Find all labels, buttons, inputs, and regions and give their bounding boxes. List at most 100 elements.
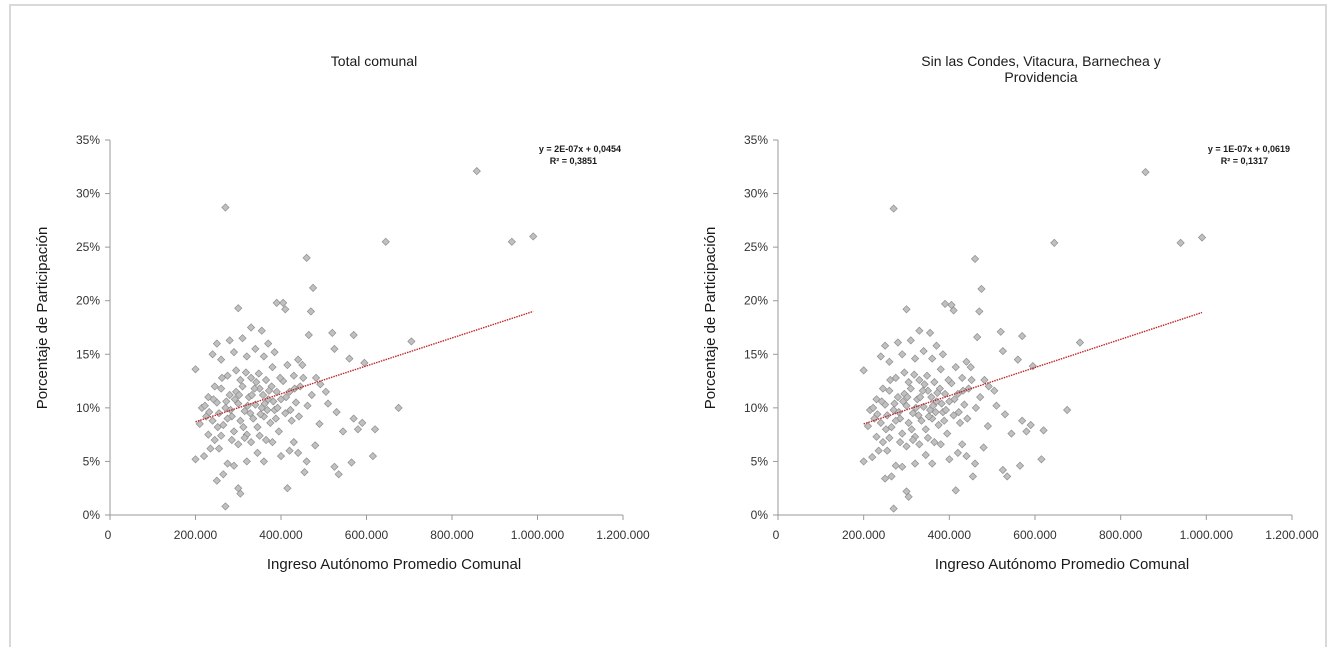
data-point bbox=[306, 307, 316, 316]
data-point bbox=[910, 459, 920, 468]
x-tick-label: 600.000 bbox=[1013, 528, 1057, 542]
data-point bbox=[283, 484, 292, 493]
y-tick-label: 0% bbox=[751, 508, 769, 522]
data-point bbox=[977, 284, 986, 294]
data-point bbox=[949, 411, 958, 420]
data-point bbox=[234, 440, 243, 449]
data-point bbox=[214, 409, 224, 418]
data-point bbox=[906, 384, 915, 393]
data-point bbox=[891, 373, 900, 382]
data-point bbox=[253, 448, 262, 457]
data-point bbox=[891, 461, 900, 470]
data-point bbox=[889, 204, 898, 213]
data-point bbox=[217, 373, 227, 382]
data-point bbox=[221, 203, 230, 212]
data-point bbox=[923, 433, 933, 442]
data-point bbox=[229, 427, 239, 436]
data-point bbox=[1176, 238, 1185, 247]
data-point bbox=[236, 416, 245, 425]
data-point bbox=[230, 395, 239, 404]
data-point bbox=[998, 346, 1007, 356]
data-point bbox=[234, 484, 243, 493]
data-point bbox=[898, 397, 908, 406]
data-point bbox=[271, 414, 280, 423]
data-point bbox=[191, 455, 200, 464]
data-point bbox=[980, 375, 989, 385]
data-point bbox=[873, 410, 882, 419]
data-point bbox=[252, 378, 261, 387]
data-point bbox=[891, 416, 900, 425]
data-point bbox=[281, 305, 290, 314]
data-point bbox=[259, 352, 268, 361]
data-point bbox=[276, 451, 286, 461]
y-tick-label: 10% bbox=[744, 401, 768, 415]
data-point bbox=[944, 375, 953, 385]
data-point bbox=[907, 425, 916, 434]
data-point bbox=[242, 457, 251, 466]
data-point bbox=[307, 390, 316, 400]
data-point bbox=[962, 451, 971, 461]
data-point bbox=[222, 397, 231, 406]
data-point bbox=[204, 393, 213, 402]
y-tick-label: 5% bbox=[83, 454, 101, 468]
data-point bbox=[1018, 416, 1027, 425]
data-point bbox=[316, 380, 325, 389]
y-tick-label: 25% bbox=[76, 240, 100, 254]
data-point bbox=[970, 459, 980, 468]
data-point bbox=[941, 405, 951, 415]
data-point bbox=[898, 462, 907, 471]
data-point bbox=[328, 328, 337, 337]
data-point bbox=[998, 465, 1007, 475]
data-point bbox=[1039, 426, 1048, 435]
trendline-line bbox=[863, 311, 1203, 425]
data-point bbox=[1141, 168, 1150, 177]
data-point bbox=[938, 350, 948, 359]
axes: 0% 5% 10% 15% 20% 25% 30% 35% 0 200.000 400.000 600… bbox=[744, 133, 1319, 542]
data-point bbox=[872, 395, 881, 404]
data-point bbox=[229, 348, 239, 357]
data-point bbox=[334, 470, 343, 479]
data-point bbox=[242, 352, 251, 361]
data-point bbox=[979, 443, 988, 452]
data-point bbox=[225, 336, 234, 345]
data-point bbox=[928, 401, 938, 410]
data-point bbox=[249, 414, 258, 423]
data-point bbox=[239, 423, 248, 432]
data-point bbox=[261, 375, 271, 385]
data-point bbox=[922, 371, 932, 380]
data-point bbox=[887, 423, 896, 432]
data-point bbox=[221, 502, 230, 511]
data-point bbox=[219, 470, 228, 479]
data-point bbox=[894, 408, 903, 417]
x-tick-label: 200.000 bbox=[174, 528, 218, 542]
data-point bbox=[958, 440, 967, 449]
data-point bbox=[247, 390, 257, 400]
data-point bbox=[902, 487, 911, 496]
data-point bbox=[210, 435, 219, 445]
data-point bbox=[281, 409, 290, 418]
x-tick-label: 1.200.000 bbox=[596, 528, 650, 542]
data-point bbox=[893, 338, 903, 347]
data-point bbox=[958, 373, 967, 382]
data-point bbox=[1022, 427, 1031, 436]
data-point bbox=[916, 393, 925, 402]
data-point bbox=[868, 453, 877, 462]
data-point bbox=[940, 299, 950, 309]
data-point bbox=[289, 371, 298, 380]
y-tick-label: 35% bbox=[76, 133, 100, 147]
data-point bbox=[234, 304, 243, 313]
data-point bbox=[928, 459, 937, 468]
data-point bbox=[238, 334, 247, 343]
chart-total-comunal: Total comunal Porcentaje de Participació… bbox=[34, 53, 650, 573]
y-tick-label: 30% bbox=[76, 187, 100, 201]
data-point bbox=[967, 375, 976, 385]
data-point bbox=[904, 378, 913, 387]
data-point bbox=[208, 350, 217, 359]
data-point bbox=[268, 363, 277, 372]
data-point bbox=[890, 399, 899, 408]
x-tick-label: 200.000 bbox=[842, 528, 886, 542]
trendline bbox=[863, 311, 1203, 425]
data-point bbox=[407, 337, 416, 346]
data-point bbox=[924, 412, 933, 421]
data-point bbox=[349, 330, 358, 340]
